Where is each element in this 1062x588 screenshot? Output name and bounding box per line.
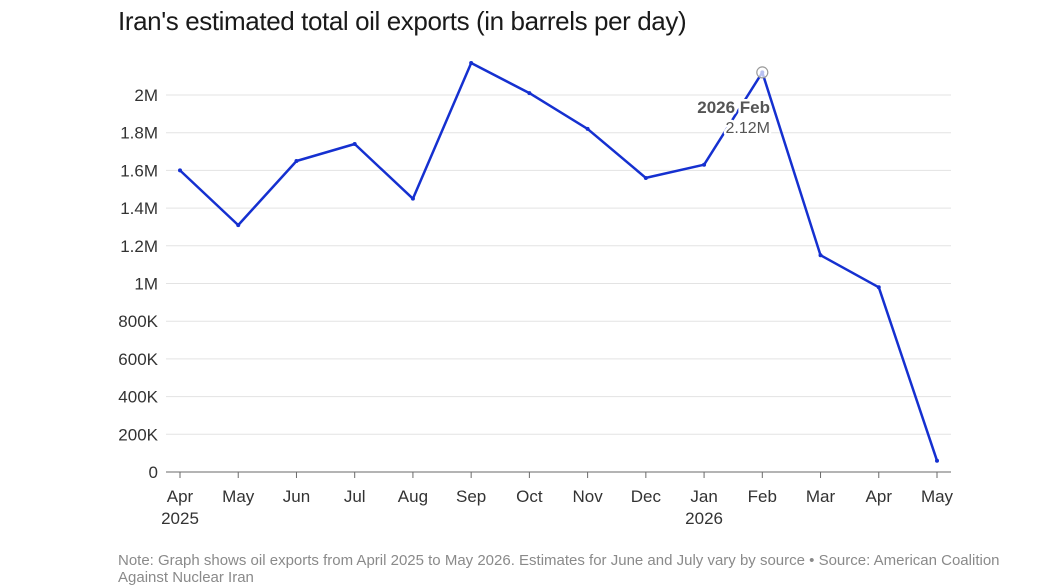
annotation-title: 2026 Feb (697, 98, 770, 117)
x-tick-label-month: Dec (631, 487, 662, 506)
data-point[interactable] (178, 168, 182, 173)
gridlines (166, 94, 951, 435)
annotation: 2026 Feb 2.12M (695, 66, 773, 140)
x-tick-label-month: Oct (516, 487, 543, 506)
y-tick-label: 1.2M (120, 237, 158, 256)
y-tick-label: 1.4M (120, 199, 158, 218)
data-point[interactable] (643, 175, 648, 180)
x-tick-label-month: Aug (398, 487, 428, 506)
x-tick-label-month: Feb (748, 487, 777, 506)
data-point[interactable] (876, 285, 881, 290)
highlight-point-marker (756, 66, 769, 79)
x-tick-label-month: Nov (572, 487, 603, 506)
series-line (178, 61, 939, 462)
y-tick-label: 2M (134, 86, 158, 105)
x-tick-label-year: 2026 (685, 509, 723, 528)
x-axis: Apr 2025 May Jun Jul Aug Sep Oct Nov Dec Jan 2026 Fe… (161, 471, 954, 528)
series-layer (178, 60, 939, 463)
data-point[interactable] (527, 91, 532, 96)
y-tick-label: 1.6M (120, 161, 158, 180)
data-point[interactable] (294, 158, 299, 163)
y-tick-label: 400K (118, 388, 158, 407)
x-tick-label-year: 2025 (161, 509, 199, 528)
y-tick-label: 600K (118, 350, 158, 369)
y-tick-label: 1M (134, 275, 158, 294)
x-tick-label-month: Jan (690, 487, 717, 506)
data-point[interactable] (585, 126, 590, 131)
x-tick-label-month: Mar (806, 487, 836, 506)
data-point[interactable] (410, 196, 415, 201)
data-point[interactable] (702, 162, 707, 167)
x-tick-label-month: Apr (167, 487, 194, 506)
x-tick-label-month: May (921, 487, 954, 506)
y-tick-label: 0 (149, 463, 158, 482)
y-tick-label: 800K (118, 312, 158, 331)
y-tick-label: 200K (118, 425, 158, 444)
chart-note: Note: Graph shows oil exports from April… (118, 552, 1000, 586)
y-tick-label: 1.8M (120, 124, 158, 143)
chart-title: Iran's estimated total oil exports (in b… (118, 6, 687, 36)
y-axis-tick-labels: 0 200K 400K 600K 800K 1M 1.2M 1.4M 1.6M 1.8M 2M (118, 86, 158, 482)
data-point[interactable] (935, 458, 939, 463)
x-tick-label-month: Apr (866, 487, 893, 506)
data-point[interactable] (469, 60, 474, 65)
data-point[interactable] (352, 142, 357, 147)
data-point[interactable] (236, 223, 241, 228)
x-tick-label-month: Jul (344, 487, 366, 506)
x-tick-label-month: Sep (456, 487, 486, 506)
annotation-value: 2.12M (726, 120, 770, 137)
x-tick-label-month: Jun (283, 487, 310, 506)
x-tick-label-month: May (222, 487, 255, 506)
data-point[interactable] (818, 253, 823, 258)
